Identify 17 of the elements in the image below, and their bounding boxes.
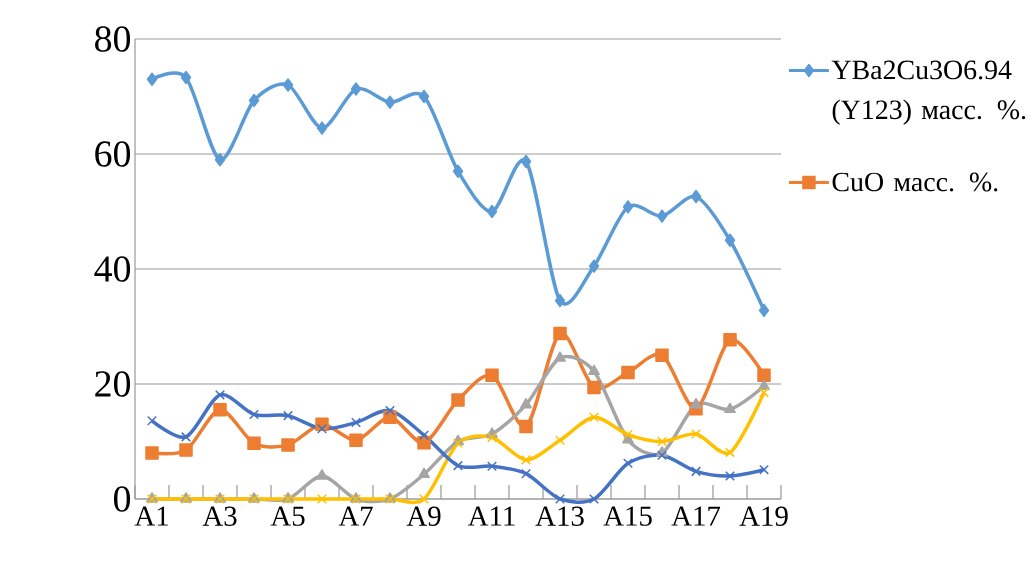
x-tick-label: A9 [406, 506, 441, 526]
x-tick-label: A19 [739, 506, 788, 526]
x-tick-label: A1 [134, 506, 168, 526]
legend-label: YBa2Cu3O6.94 (Y123) масс. %. [831, 60, 1026, 125]
x-tick-label: A15 [603, 506, 652, 526]
y-tick-label: 0 [114, 486, 131, 512]
x-tick-label: A7 [338, 506, 373, 526]
y-tick-label: 80 [95, 26, 131, 52]
y-tick-label: 60 [95, 141, 131, 167]
x-tick-label: A11 [467, 506, 515, 526]
legend-label: CuO масс. %. [832, 172, 998, 192]
x-tick-label: A13 [535, 506, 584, 526]
x-tick-label: A17 [671, 506, 721, 526]
x-tick-label: A3 [202, 506, 237, 526]
x-tick-label: A5 [270, 506, 305, 526]
y-tick-label: 40 [94, 256, 131, 282]
y-tick-label: 20 [95, 371, 131, 397]
